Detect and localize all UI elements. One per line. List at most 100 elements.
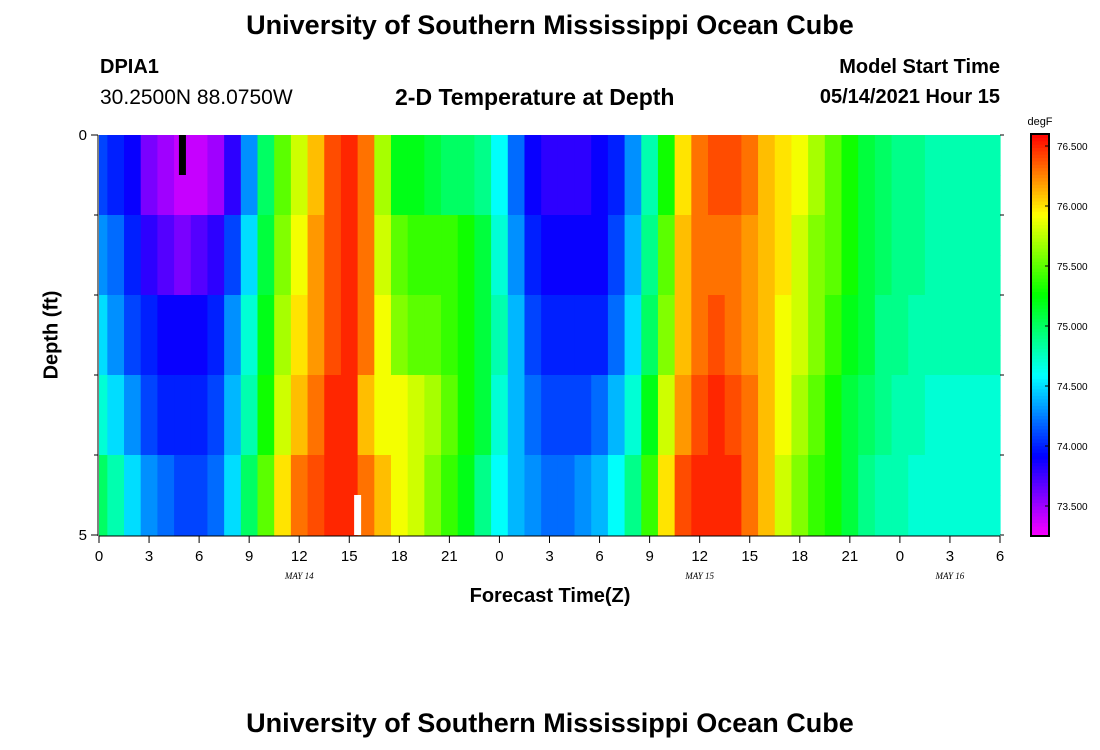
heatmap-cell: [541, 175, 559, 216]
heatmap-cell: [124, 375, 142, 416]
colorbar-segment: [1031, 150, 1049, 155]
heatmap-cell: [724, 495, 742, 536]
heatmap-cell: [474, 135, 492, 176]
colorbar-segment: [1031, 264, 1049, 269]
x-tick-label: 12: [291, 548, 308, 565]
heatmap-cell: [224, 455, 242, 496]
heatmap-cell: [908, 135, 926, 176]
colorbar-tick-label: 74.500: [1057, 382, 1088, 393]
heatmap-cell: [491, 455, 509, 496]
heatmap-cell: [858, 215, 876, 256]
colorbar-segment: [1031, 428, 1049, 433]
heatmap-cell: [224, 135, 242, 176]
colorbar-segment: [1031, 455, 1049, 460]
heatmap-cell: [808, 375, 826, 416]
heatmap-cell: [858, 455, 876, 496]
heatmap-cell: [107, 455, 125, 496]
date-label: MAY 16: [935, 571, 965, 581]
heatmap-cell: [741, 375, 759, 416]
heatmap-cell: [758, 335, 776, 376]
heatmap-cell: [307, 455, 325, 496]
heatmap-cell: [541, 495, 559, 536]
heatmap-cell: [708, 215, 726, 256]
heatmap-cell: [607, 415, 626, 456]
heatmap-cell: [724, 295, 742, 336]
colorbar-segment: [1031, 355, 1049, 360]
colorbar-segment: [1031, 170, 1049, 175]
heatmap-cell: [641, 495, 659, 536]
heatmap-cell: [507, 495, 526, 536]
heatmap-cell: [741, 295, 759, 336]
heatmap-cell: [507, 335, 526, 376]
heatmap-cell: [808, 415, 826, 456]
heatmap-cell: [874, 215, 893, 256]
heatmap-cell: [774, 495, 793, 536]
heatmap-cell: [407, 495, 425, 536]
heatmap-cell: [908, 415, 926, 456]
colorbar-segment: [1031, 288, 1049, 293]
colorbar-segment: [1031, 452, 1049, 457]
heatmap-cell: [207, 215, 225, 256]
heatmap-cell: [591, 255, 609, 296]
heatmap-cell: [641, 295, 659, 336]
heatmap-cell: [607, 495, 626, 536]
heatmap-cell: [841, 135, 859, 176]
heatmap-cell: [657, 375, 676, 416]
heatmap-cell: [374, 375, 392, 416]
heatmap-cell: [591, 335, 609, 376]
heatmap-cell: [974, 495, 993, 536]
heatmap-cell: [457, 495, 476, 536]
heatmap-cell: [340, 175, 359, 216]
heatmap-cell: [507, 215, 526, 256]
heatmap-cell: [774, 335, 793, 376]
heatmap-cell: [290, 255, 309, 296]
colorbar-segment: [1031, 314, 1049, 319]
heatmap-cell: [257, 375, 275, 416]
heatmap-cell: [908, 455, 926, 496]
colorbar-segment: [1031, 211, 1049, 215]
heatmap-cell: [290, 135, 309, 176]
x-tick-label: 0: [95, 548, 103, 565]
colorbar-segment: [1031, 405, 1049, 410]
heatmap-cell: [657, 335, 676, 376]
heatmap-cell: [574, 255, 592, 296]
heatmap-cell: [991, 215, 1001, 256]
heatmap-cell: [190, 415, 209, 456]
heatmap-cell: [858, 335, 876, 376]
heatmap-cell: [524, 495, 542, 536]
heatmap-cell: [424, 455, 442, 496]
heatmap-cell: [541, 255, 559, 296]
heatmap-cell: [424, 175, 442, 216]
heatmap-cell: [724, 215, 742, 256]
colorbar-segment: [1031, 465, 1049, 470]
heatmap-cell: [207, 455, 225, 496]
heatmap-cell: [424, 375, 442, 416]
colorbar-segment: [1031, 184, 1049, 189]
heatmap-cell: [574, 375, 592, 416]
heatmap-cell: [791, 175, 809, 216]
colorbar-segment: [1031, 331, 1049, 336]
heatmap-cell: [808, 135, 826, 176]
heatmap-cell: [357, 415, 375, 456]
colorbar-segment: [1031, 231, 1049, 236]
heatmap-cell: [908, 175, 926, 216]
colorbar-segment: [1031, 160, 1049, 165]
heatmap-cell: [224, 495, 242, 536]
x-tick-label: 12: [691, 548, 708, 565]
footer-title: University of Southern Mississippi Ocean…: [246, 708, 854, 738]
heatmap-cell: [340, 455, 359, 496]
heatmap-cell: [524, 415, 542, 456]
heatmap-cell: [841, 455, 859, 496]
heatmap-cell: [274, 335, 292, 376]
heatmap-cell: [557, 335, 576, 376]
heatmap-cell: [474, 375, 492, 416]
heatmap-cell: [741, 335, 759, 376]
heatmap-cell: [257, 255, 275, 296]
heatmap-cell: [357, 215, 375, 256]
heatmap-cell: [607, 335, 626, 376]
heatmap-cell: [140, 215, 158, 256]
heatmap-cell: [324, 255, 342, 296]
heatmap-cell: [457, 215, 476, 256]
heatmap-cell: [307, 135, 325, 176]
colorbar-segment: [1031, 207, 1049, 212]
